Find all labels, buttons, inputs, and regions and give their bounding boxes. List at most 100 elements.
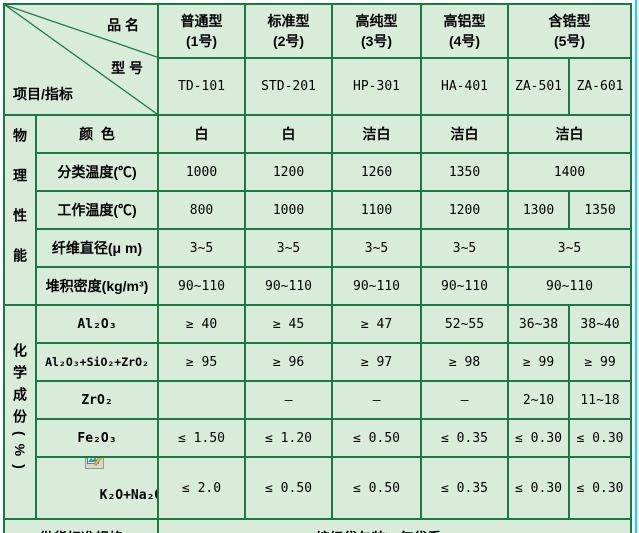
type-name: 标准型 xyxy=(267,13,310,29)
row-label-fiber-diameter: 纤维直径(μ m) xyxy=(35,228,159,268)
model-cell: HA-401 xyxy=(420,57,509,116)
value-cell: ≤ 0.30 xyxy=(568,456,632,520)
footer-label: 供货标准规格 xyxy=(3,518,159,533)
value-cell: ≥ 47 xyxy=(331,304,422,344)
corner-cell: 品 名 型 号 项目/指标 xyxy=(3,3,159,116)
value-cell: 洁白 xyxy=(507,114,632,154)
row-label-classification-temp: 分类温度(℃) xyxy=(35,152,159,192)
value-cell: 1260 xyxy=(331,152,422,192)
value-cell: 白 xyxy=(244,114,333,154)
section-title-physical: 物理性能 xyxy=(3,114,37,306)
section-title-chemical: 化学成份(%) xyxy=(3,304,37,520)
value-cell: 3~5 xyxy=(420,228,509,268)
value-cell: 1350 xyxy=(420,152,509,192)
table-row: Fe₂O₃ ≤ 1.50 ≤ 1.20 ≤ 0.50 ≤ 0.35 ≤ 0.30… xyxy=(4,418,632,458)
value-cell: 1100 xyxy=(331,190,422,230)
table-row: 物理性能 颜 色 白 白 洁白 洁白 洁白 xyxy=(3,114,632,306)
value-cell: — xyxy=(244,380,333,420)
value-cell: ≥ 97 xyxy=(331,342,422,382)
value-cell: 90~110 xyxy=(157,266,246,306)
value-cell: 90~110 xyxy=(244,266,333,306)
type-name: 高纯型 xyxy=(355,13,398,29)
type-number: (5号) xyxy=(553,33,586,49)
value-cell: ≥ 99 xyxy=(568,342,632,382)
model-cell: STD-201 xyxy=(244,57,333,116)
value-cell: 白 xyxy=(157,114,246,154)
row-label-al2o3-sio2-zro2: Al₂O₃+SiO₂+ZrO₂ xyxy=(35,342,159,382)
value-cell: ≤ 1.50 xyxy=(157,418,246,458)
type-header-cell: 普通型 (1号) xyxy=(157,3,246,59)
corner-label-model: 型 号 xyxy=(111,60,143,76)
value-cell: ≤ 1.20 xyxy=(244,418,333,458)
table-row: 化学成份(%) Al₂O₃ ≥ 40 ≥ 45 ≥ 47 52~55 36~38… xyxy=(3,304,632,520)
type-number: (1号) xyxy=(185,33,218,49)
value-cell: ≤ 0.35 xyxy=(420,456,509,520)
table-row: 堆积密度(kg/m³) 90~110 90~110 90~110 90~110 … xyxy=(4,266,632,306)
type-header-cell: 标准型 (2号) xyxy=(244,3,333,59)
value-cell: 1350 xyxy=(568,190,632,230)
table-row: TD-101 STD-201 HP-301 HA-401 ZA-501 ZA-6… xyxy=(4,57,632,116)
value-cell: 11~18 xyxy=(568,380,632,420)
value-cell: 3~5 xyxy=(507,228,632,268)
row-label-working-temp: 工作温度(℃) xyxy=(35,190,159,230)
model-cell: ZA-501 xyxy=(507,57,570,116)
model-cell: ZA-601 xyxy=(568,57,632,116)
type-header-cell: 高铝型 (4号) xyxy=(420,3,509,59)
value-cell: ≤ 0.30 xyxy=(568,418,632,458)
value-cell: 1200 xyxy=(420,190,509,230)
value-cell: 3~5 xyxy=(244,228,333,268)
value-cell: 3~5 xyxy=(331,228,422,268)
value-cell: 90~110 xyxy=(331,266,422,306)
table-row: 品 名 型 号 项目/指标 普通型 (1号) 标准型 (2号) 高纯型 (3号)… xyxy=(3,3,632,116)
type-header-cell: 含锆型 (5号) xyxy=(507,3,632,59)
type-name: 含锆型 xyxy=(548,13,591,29)
value-cell xyxy=(157,380,246,420)
table-row: K₂O+Na₂O ≤ 2.0 ≤ 0.50 ≤ 0.50 ≤ 0.35 ≤ 0.… xyxy=(4,456,632,520)
value-cell: 1200 xyxy=(244,152,333,192)
value-cell: 1000 xyxy=(244,190,333,230)
value-cell: ≥ 99 xyxy=(507,342,570,382)
diagonal-lines xyxy=(5,5,157,114)
section-title-label: 化学成份(%) xyxy=(12,342,28,477)
type-number: (2号) xyxy=(272,33,305,49)
value-cell: ≤ 0.50 xyxy=(244,456,333,520)
right-accent-line xyxy=(635,0,637,533)
value-cell: 52~55 xyxy=(420,304,509,344)
value-cell: 90~110 xyxy=(507,266,632,306)
value-cell: ≥ 45 xyxy=(244,304,333,344)
value-cell: ≥ 96 xyxy=(244,342,333,382)
row-label-zro2: ZrO₂ xyxy=(35,380,159,420)
section-title-label: 物理性能 xyxy=(12,127,28,288)
value-cell: — xyxy=(420,380,509,420)
value-cell: 1000 xyxy=(157,152,246,192)
value-cell: 800 xyxy=(157,190,246,230)
value-cell: — xyxy=(331,380,422,420)
value-cell: ≥ 98 xyxy=(420,342,509,382)
table-row: 供货标准规格 编织袋包装，每袋重20kg xyxy=(3,518,632,533)
corner-label-product-name: 品 名 xyxy=(107,17,139,33)
value-cell: ≤ 0.35 xyxy=(420,418,509,458)
row-label-al2o3: Al₂O₃ xyxy=(35,304,159,344)
table-row: Al₂O₃+SiO₂+ZrO₂ ≥ 95 ≥ 96 ≥ 97 ≥ 98 ≥ 99… xyxy=(4,342,632,382)
row-label-bulk-density: 堆积密度(kg/m³) xyxy=(35,266,159,306)
type-number: (3号) xyxy=(360,33,393,49)
value-cell: 2~10 xyxy=(507,380,570,420)
type-name: 普通型 xyxy=(180,13,223,29)
model-cell: TD-101 xyxy=(157,57,246,116)
table-row: 分类温度(℃) 1000 1200 1260 1350 1400 xyxy=(4,152,632,192)
row-label-k2o-na2o: K₂O+Na₂O xyxy=(35,456,159,520)
type-name: 高铝型 xyxy=(443,13,486,29)
table-row: 纤维直径(μ m) 3~5 3~5 3~5 3~5 3~5 xyxy=(4,228,632,268)
corner-label-items: 项目/指标 xyxy=(13,86,73,102)
value-cell: ≥ 40 xyxy=(157,304,246,344)
table-row: 工作温度(℃) 800 1000 1100 1200 1300 1350 xyxy=(4,190,632,230)
type-number: (4号) xyxy=(448,33,481,49)
value-cell: 38~40 xyxy=(568,304,632,344)
value-cell: ≤ 0.50 xyxy=(331,418,422,458)
row-label-fe2o3: Fe₂O₃ xyxy=(35,418,159,458)
value-cell: ≤ 2.0 xyxy=(157,456,246,520)
model-cell: HP-301 xyxy=(331,57,422,116)
type-header-cell: 高纯型 (3号) xyxy=(331,3,422,59)
value-cell: ≥ 95 xyxy=(157,342,246,382)
